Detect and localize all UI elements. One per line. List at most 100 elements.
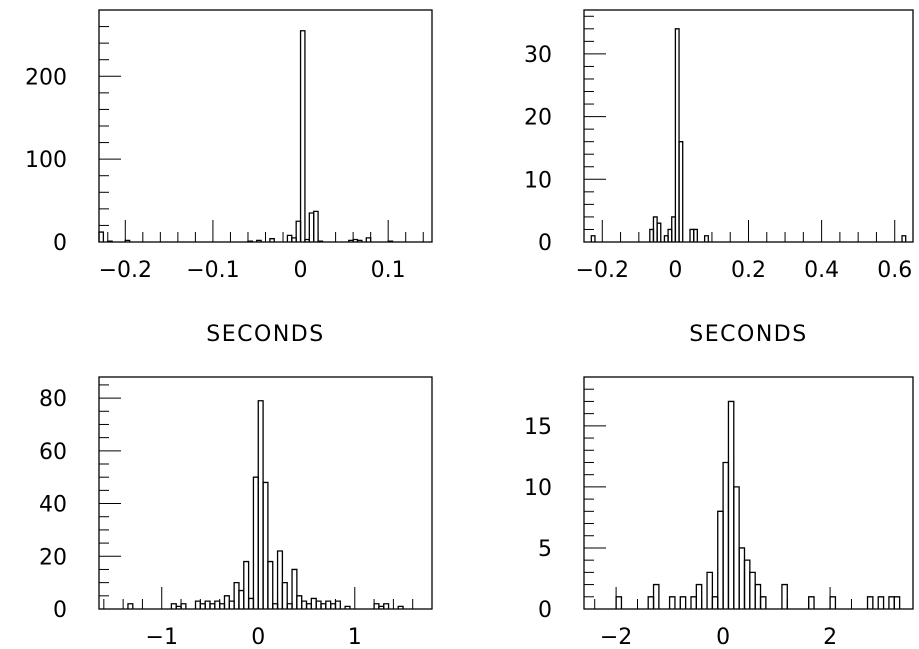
histogram-bin	[325, 600, 332, 609]
histogram-bin	[296, 595, 303, 609]
histogram-bin	[711, 596, 719, 609]
histogram-bin	[286, 234, 293, 242]
y-tick-label: 10	[524, 476, 552, 501]
x-tick-label: 0.6	[877, 258, 912, 283]
histogram-bin	[754, 583, 762, 609]
x-tick-label: 0.1	[371, 258, 406, 283]
histogram-bin	[733, 486, 740, 609]
histogram-bin	[214, 600, 221, 609]
histogram-bin	[281, 581, 288, 609]
x-tick-label: −0.1	[186, 258, 239, 283]
plot-frame-bottom-left	[98, 376, 433, 610]
histogram-bin	[693, 228, 698, 242]
histogram-bin	[652, 583, 660, 609]
histogram-bin	[901, 235, 907, 242]
x-tick-label: −2	[600, 625, 632, 649]
histogram-bin	[743, 559, 751, 609]
histogram-bin	[313, 210, 319, 242]
histogram-bin	[717, 510, 724, 609]
histogram-bin	[305, 603, 312, 609]
histogram-bin	[276, 550, 284, 609]
histogram-bin	[727, 400, 735, 609]
histogram-bin	[781, 583, 788, 609]
histogram-bin	[866, 596, 874, 609]
histogram-bin	[233, 581, 240, 609]
histogram-bin	[373, 603, 380, 609]
x-tick-label: 2	[823, 625, 837, 649]
histogram-panel-top-right: 0 10 20 30 −0.2 0 0.2 0.4 0.6 SECONDS	[524, 9, 914, 347]
histogram-bin	[228, 600, 235, 609]
histogram-bin	[180, 603, 187, 609]
y-tick-label: 20	[524, 106, 552, 131]
histogram-bin	[194, 600, 201, 609]
histogram-bin	[199, 603, 206, 609]
histogram-bin	[301, 600, 308, 609]
histogram-panel-top-left: 0 100 200 −0.2 −0.1 0 0.1 SECONDS	[25, 9, 433, 347]
histogram-bin	[647, 596, 655, 609]
x-tick-label: 0	[668, 258, 682, 283]
histogram-bin	[317, 240, 324, 242]
histogram-panel-bottom-right: 0 5 10 15 −2 0 2	[524, 376, 914, 649]
x-tick-label: 0	[716, 625, 730, 649]
histogram-bin	[269, 238, 275, 242]
y-tick-label: 60	[39, 440, 67, 465]
plot-frame-top-right	[583, 9, 914, 243]
histogram-bin	[738, 547, 746, 609]
histogram-bin	[257, 400, 264, 609]
histogram-bin	[690, 596, 697, 609]
histogram-bin	[107, 240, 113, 242]
y-tick-label: 100	[25, 148, 67, 173]
histogram-bin	[219, 603, 226, 609]
y-tick-label: 5	[538, 537, 552, 562]
histogram-bin	[334, 600, 341, 609]
y-tick-label: 30	[524, 43, 552, 68]
histogram-bin	[247, 597, 255, 609]
histogram-bin	[829, 596, 837, 609]
histogram-bin	[615, 596, 623, 609]
x-axis-title: SECONDS	[689, 322, 807, 347]
x-tick-label: 0.2	[731, 258, 766, 283]
x-tick-label: −0.2	[99, 258, 152, 283]
histogram-bin	[383, 603, 390, 609]
y-tick-label: 80	[39, 387, 67, 412]
y-tick-label: 0	[53, 598, 67, 623]
histogram-bin	[695, 583, 703, 609]
x-tick-label: 0.4	[804, 258, 839, 283]
histogram-bin	[888, 596, 895, 609]
histogram-bin	[808, 596, 815, 609]
histogram-bin	[656, 222, 662, 242]
histogram-bin	[706, 571, 714, 609]
histogram-bin	[320, 603, 327, 609]
y-tick-label: 20	[39, 545, 67, 570]
histogram-bin	[678, 141, 684, 242]
histogram-bin	[674, 28, 680, 242]
histogram-bin	[749, 571, 756, 609]
histogram-bin	[170, 603, 177, 609]
histogram-bin	[679, 596, 687, 609]
plot-frame-top-left	[98, 9, 433, 243]
histogram-bin	[877, 596, 885, 609]
histogram-bin	[703, 235, 709, 242]
histogram-bin	[204, 600, 211, 609]
x-axis-title: SECONDS	[206, 322, 324, 347]
histogram-bin	[893, 596, 901, 609]
histogram-bin	[127, 603, 134, 609]
histogram-bin	[252, 476, 259, 609]
histogram-bin	[267, 560, 274, 609]
y-tick-label: 0	[538, 231, 552, 256]
plot-frame-bottom-right	[583, 376, 914, 610]
y-tick-label: 0	[538, 598, 552, 623]
histogram-bin	[291, 568, 298, 609]
histogram-bin	[223, 595, 230, 609]
x-tick-label: −1	[146, 625, 178, 649]
histogram-bin	[98, 231, 105, 242]
histogram-bin	[722, 461, 730, 609]
histogram-bin	[330, 603, 337, 609]
x-tick-label: 0	[294, 258, 308, 283]
y-tick-label: 15	[524, 415, 552, 440]
histogram-bin	[315, 600, 322, 609]
x-tick-label: 0	[251, 625, 265, 649]
histogram-bin	[365, 237, 372, 242]
histogram-bin	[256, 239, 262, 242]
